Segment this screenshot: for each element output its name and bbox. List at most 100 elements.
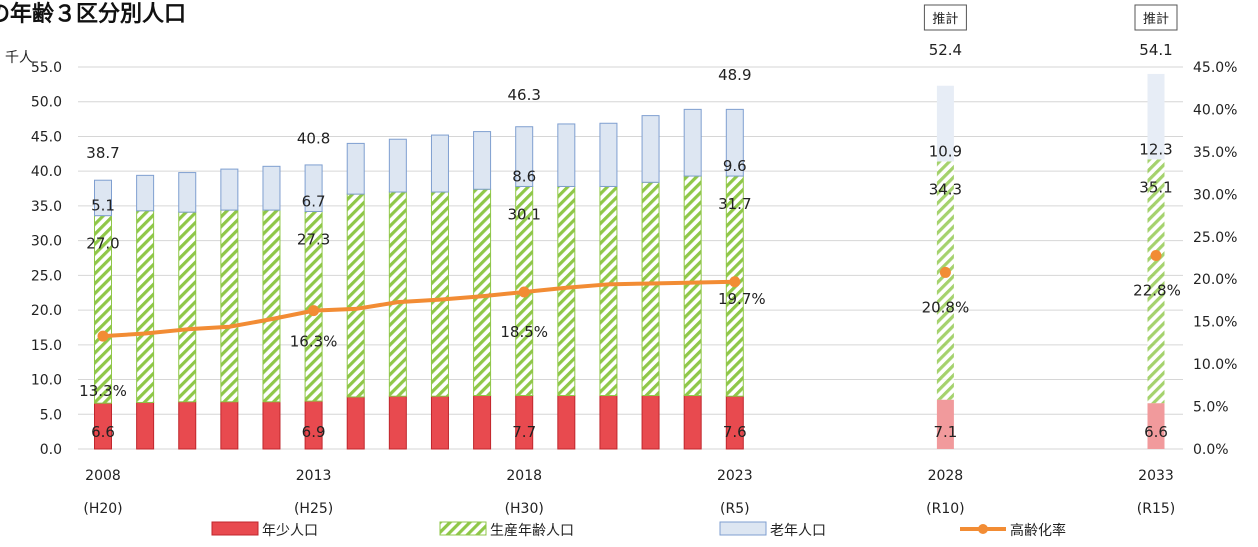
- rate-point: [1150, 249, 1162, 261]
- y-left-tick-label: 30.0: [31, 234, 62, 250]
- x-tick-year-label: 2008: [85, 468, 121, 484]
- legend-label: 年少人口: [262, 523, 318, 539]
- total-label: 38.7: [86, 144, 119, 162]
- working-label: 27.0: [86, 235, 119, 253]
- bar-youth: [430, 395, 449, 450]
- y-right-tick-label: 45.0%: [1193, 60, 1237, 76]
- bar-working: [557, 185, 576, 397]
- bar-elderly: [1147, 73, 1165, 160]
- bar-elderly: [936, 85, 954, 162]
- bar-working: [262, 209, 281, 403]
- x-tick-era-label: (R15): [1137, 501, 1175, 517]
- rate-label: 22.8%: [1133, 281, 1181, 299]
- bar-youth: [473, 395, 492, 450]
- y-left-unit-label: 千人: [5, 50, 33, 66]
- projection-badge: [1134, 4, 1178, 31]
- legend: 年少人口 生産年齢人口 老年人口 高齢化率: [211, 521, 1066, 539]
- bar-youth: [557, 395, 576, 450]
- elderly-label: 10.9: [929, 142, 962, 160]
- rate-label: 20.8%: [922, 298, 970, 316]
- x-tick-era-label: (H25): [294, 501, 333, 517]
- y-left-tick-label: 10.0: [31, 373, 62, 389]
- bar-youth: [220, 401, 239, 450]
- bar-working: [388, 191, 407, 397]
- legend-label: 老年人口: [770, 523, 826, 539]
- y-left-tick-label: 15.0: [31, 338, 62, 354]
- y-right-tick-label: 25.0%: [1193, 230, 1237, 246]
- bar-working: [1147, 159, 1165, 404]
- bars: [94, 73, 1165, 450]
- total-label: 46.3: [507, 86, 540, 104]
- legend-swatch-working: [439, 521, 487, 536]
- bar-elderly: [725, 108, 744, 177]
- bar-working: [683, 175, 702, 397]
- rate-label: 19.7%: [718, 290, 766, 308]
- bar-elderly: [683, 108, 702, 177]
- bar-youth: [388, 395, 407, 450]
- working-label: 31.7: [718, 195, 751, 213]
- x-tick-era-label: (H30): [505, 501, 544, 517]
- y-left-tick-label: 20.0: [31, 303, 62, 319]
- x-tick-era-label: (R10): [926, 501, 964, 517]
- legend-swatch-rate-marker: [978, 524, 988, 534]
- youth-label: 7.7: [512, 423, 536, 441]
- bar-elderly: [94, 179, 112, 217]
- working-label: 34.3: [929, 180, 962, 198]
- chart-title: の年齢３区分別人口: [0, 2, 187, 27]
- rate-label: 16.3%: [290, 333, 338, 351]
- bar-working: [641, 181, 660, 397]
- bar-working: [346, 193, 365, 398]
- bar-working: [430, 191, 449, 397]
- x-tick-era-label: (R5): [720, 501, 750, 517]
- y-right-tick-label: 30.0%: [1193, 187, 1237, 203]
- axes: 0.0 5.0 10.0 15.0 20.0 25.0 30.0 35.0 40.0 45.0 50…: [5, 4, 1237, 517]
- youth-label: 6.6: [1144, 423, 1168, 441]
- elderly-label: 9.6: [723, 157, 747, 175]
- x-tick-year-label: 2013: [296, 468, 332, 484]
- data-labels: 38.7 40.8 46.3 48.9 52.4 54.1 6.6 6.9 7.7 7.6 7.1 6…: [79, 41, 1181, 441]
- bar-youth: [1147, 403, 1165, 449]
- bar-youth: [136, 401, 155, 450]
- working-label: 30.1: [507, 205, 540, 223]
- rate-point: [97, 330, 109, 342]
- rate-point: [308, 305, 320, 317]
- rate-point: [939, 266, 951, 278]
- rate-line: [97, 249, 1162, 342]
- bar-elderly: [515, 126, 534, 187]
- bar-elderly: [473, 131, 492, 190]
- y-left-tick-label: 50.0: [31, 95, 62, 111]
- elderly-label: 8.6: [512, 167, 536, 185]
- x-tick-era-label: (H20): [83, 501, 122, 517]
- y-left-tick-label: 35.0: [31, 199, 62, 215]
- bar-youth: [178, 401, 197, 450]
- legend-swatch-youth: [211, 521, 259, 536]
- x-tick-year-label: 2033: [1138, 468, 1174, 484]
- gridlines: [78, 66, 1183, 450]
- bar-youth: [683, 395, 702, 450]
- y-right-tick-label: 40.0%: [1193, 102, 1237, 118]
- working-label: 35.1: [1139, 178, 1172, 196]
- youth-label: 7.1: [933, 423, 957, 441]
- bar-working: [473, 188, 492, 397]
- bar-elderly: [557, 123, 576, 187]
- bar-elderly: [388, 138, 407, 193]
- bar-elderly: [430, 134, 449, 193]
- bar-working: [599, 185, 618, 397]
- elderly-label: 6.7: [302, 192, 326, 210]
- y-left-tick-label: 25.0: [31, 268, 62, 284]
- bar-youth: [262, 401, 281, 450]
- total-label: 54.1: [1139, 41, 1172, 59]
- total-label: 40.8: [297, 130, 330, 148]
- y-left-tick-label: 45.0: [31, 129, 62, 145]
- projection-badge-label: 推計: [932, 11, 958, 27]
- y-right-tick-label: 0.0%: [1193, 442, 1229, 458]
- y-left-tick-label: 40.0: [31, 164, 62, 180]
- y-left-tick-label: 0.0: [40, 442, 62, 458]
- projection-badge-label: 推計: [1143, 11, 1169, 27]
- rate-line-path: [102, 279, 735, 339]
- y-right-tick-label: 5.0%: [1193, 400, 1229, 416]
- y-right-tick-label: 35.0%: [1193, 145, 1237, 161]
- total-label: 48.9: [718, 66, 751, 84]
- x-tick-year-label: 2018: [506, 468, 542, 484]
